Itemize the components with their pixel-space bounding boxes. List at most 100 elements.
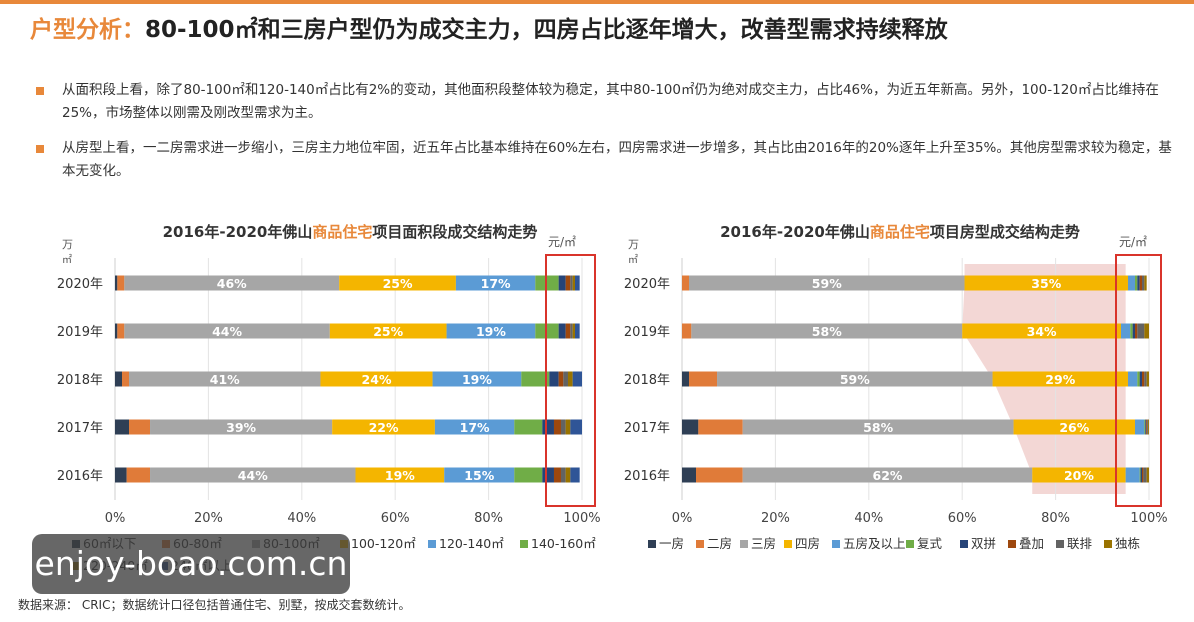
bar-segment [742,467,1033,483]
legend-swatch [648,540,656,548]
bar-segment [1146,419,1148,435]
legend-label: 100-120㎡ [351,536,416,551]
x-tick-label: 20% [194,511,223,526]
legend-swatch [960,540,968,548]
bar-segment [446,323,536,339]
x-tick-label: 0% [672,511,693,526]
bar-segment [115,323,118,339]
top-accent-bar [0,0,1194,4]
data-label: 19% [462,372,492,387]
bar-segment [1127,275,1135,291]
legend-swatch [740,540,748,548]
bar-segment [124,275,340,291]
footer-source: 数据来源： CRIC；数据统计口径包括普通住宅、别墅，按成交套数统计。 [18,598,411,612]
data-label: 59% [840,372,870,387]
legend-label: 三房 [751,536,776,551]
x-tick-label: 100% [563,511,600,526]
bar-segment [964,275,1128,291]
data-label: 58% [863,420,893,435]
bar-segment [542,467,554,483]
data-label: 25% [373,324,403,339]
data-label: 62% [873,468,903,483]
category-label: 2018年 [57,373,103,388]
legend-label: 120-140㎡ [439,536,504,551]
x-tick-label: 80% [1041,511,1070,526]
legend-label: 双拼 [971,536,996,551]
bar-segment [1141,275,1145,291]
legend-swatch [1056,540,1064,548]
data-label: 15% [464,468,494,483]
unit-right-label: 元/㎡ [1119,235,1147,249]
category-label: 2020年 [57,277,103,292]
category-label: 2019年 [57,325,103,340]
bar-segment [1032,467,1126,483]
bullet-text: 从面积段上看，除了80-100㎡和120-140㎡占比有2%的变动，其他面积段整… [62,82,1159,121]
bar-segment [565,323,571,339]
bar-segment [565,467,571,483]
bar-segment [563,371,568,387]
bar-segment [691,323,963,339]
bar-segment [339,275,456,291]
category-label: 2019年 [624,325,670,340]
bar-segment [355,467,445,483]
bar-segment [514,467,543,483]
bar-segment [572,371,582,387]
bar-segment [1134,275,1138,291]
chart-title-prefix: 2016年-2020年佛山 [720,223,870,241]
bar-segment [553,419,561,435]
bar-segment [514,419,543,435]
data-label: 39% [226,420,256,435]
bar-segment [521,371,550,387]
x-tick-label: 40% [287,511,316,526]
bar-segment [329,323,447,339]
bar-segment [1147,419,1149,435]
legend-swatch [906,540,914,548]
highlight-box [1115,254,1162,507]
bar-segment [572,323,575,339]
chart-title-prefix: 2016年-2020年佛山 [162,223,313,241]
chart-title-highlight: 商品住宅 [869,223,930,241]
chart-title-room: 2016年-2020年佛山商品住宅项目房型成交结构走势 [630,221,1170,242]
bar-segment [567,371,573,387]
legend-swatch [428,540,436,548]
data-label: 24% [362,372,392,387]
data-label: 19% [476,324,506,339]
bullet-room-analysis: 从房型上看，一二房需求进一步缩小，三房主力地位牢固，近五年占比基本维持在60%左… [36,137,1176,183]
bar-segment [542,419,554,435]
legend-swatch [1104,540,1112,548]
data-label: 25% [383,276,413,291]
bar-segment [115,275,118,291]
data-label: 44% [212,324,242,339]
data-label: 20% [1064,468,1094,483]
bar-segment [696,467,743,483]
bar-segment [1144,323,1149,339]
bar-segment [1143,467,1147,483]
bar-segment [126,467,151,483]
bar-segment [1146,371,1149,387]
highlight-box [545,254,596,507]
bar-segment [124,323,330,339]
legend-swatch [832,540,840,548]
legend-swatch [784,540,792,548]
bar-segment [1139,467,1141,483]
bar-segment [444,467,515,483]
bar-segment [992,371,1128,387]
data-label: 19% [385,468,415,483]
data-label: 34% [1027,324,1057,339]
legend-swatch [520,540,528,548]
legend-label: 独栋 [1115,536,1140,551]
bar-segment [565,419,571,435]
bar-segment [455,275,536,291]
chart-title-suffix: 项目房型成交结构走势 [929,223,1080,241]
bar-segment [682,323,692,339]
legend-label: 复式 [917,536,943,551]
bar-segment [1144,275,1147,291]
data-label: 59% [812,276,842,291]
data-label: 46% [217,276,247,291]
bar-segment [122,371,130,387]
bar-segment [689,275,965,291]
bar-segment [570,323,573,339]
bar-segment [1137,323,1145,339]
page-title-lead: 户型分析： [30,17,145,43]
bullet-text: 从房型上看，一二房需求进一步缩小，三房主力地位牢固，近五年占比基本维持在60%左… [62,140,1172,179]
